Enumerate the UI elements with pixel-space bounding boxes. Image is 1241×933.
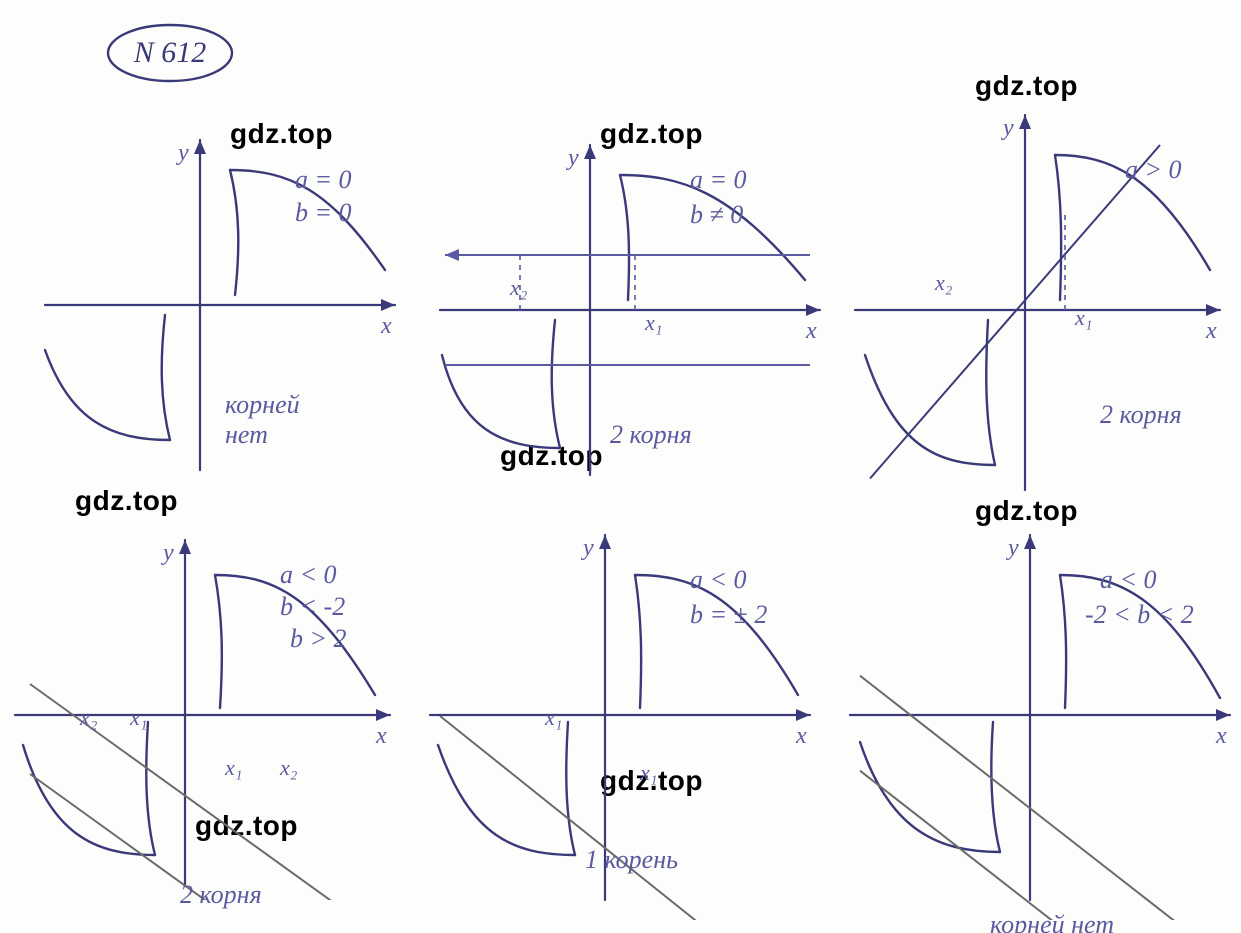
graph-g4-root-label: x₁ bbox=[130, 705, 147, 731]
graph-g4-svg: yx bbox=[5, 520, 405, 900]
x-axis-label: x bbox=[375, 723, 387, 749]
y-axis-label: y bbox=[176, 140, 189, 166]
graph-g3-root-label: x₂ bbox=[935, 270, 952, 296]
problem-number: N 612 bbox=[95, 18, 255, 88]
graph-g4-caption-line: 2 корня bbox=[180, 880, 262, 910]
graph-g1-svg: yx bbox=[30, 130, 410, 480]
x-axis-label: x bbox=[380, 313, 392, 339]
graph-g4-root-label: x₂ bbox=[80, 705, 97, 731]
graph-g1-condition: a = 0 bbox=[295, 165, 352, 195]
graph-g1-caption-line: нет bbox=[225, 420, 268, 450]
graph-g5-caption-line: 1 корень bbox=[585, 845, 678, 875]
graph-g1-condition: b = 0 bbox=[295, 198, 352, 228]
watermark: gdz.top bbox=[975, 70, 1078, 102]
x-axis-label: x bbox=[1215, 723, 1227, 749]
x-axis-label: x bbox=[795, 723, 807, 749]
problem-number-text: N 612 bbox=[133, 36, 207, 69]
graph-g4-condition: b > 2 bbox=[290, 624, 347, 654]
graph-g1-caption-line: корней bbox=[225, 390, 300, 420]
graph-g6: yx bbox=[845, 520, 1240, 920]
x-axis-label: x bbox=[1205, 318, 1217, 344]
graph-g2-caption-line: 2 корня bbox=[610, 420, 692, 450]
graph-g4-condition: a < 0 bbox=[280, 560, 337, 590]
graph-g4-condition: b < -2 bbox=[280, 592, 345, 622]
graph-g6-caption-line: корней нет bbox=[990, 910, 1114, 933]
y-axis-label: y bbox=[1001, 115, 1014, 141]
graph-g4-root-label: x₂ bbox=[280, 755, 297, 781]
graph-g2-root-label: x₂ bbox=[510, 275, 527, 301]
graph-g2-condition: a = 0 bbox=[690, 165, 747, 195]
graph-g3-caption-line: 2 корня bbox=[1100, 400, 1182, 430]
graph-g3-root-label: x₁ bbox=[1075, 305, 1092, 331]
y-axis-label: y bbox=[581, 535, 594, 561]
y-axis-label: y bbox=[566, 145, 579, 171]
graph-g4-root-label: x₁ bbox=[225, 755, 242, 781]
graph-g5-root-label: x₁ bbox=[640, 760, 657, 786]
graph-g6-condition: a < 0 bbox=[1100, 565, 1157, 595]
graph-g1: yx bbox=[30, 130, 410, 480]
graph-g6-condition: -2 < b < 2 bbox=[1085, 600, 1194, 630]
y-axis-label: y bbox=[1006, 535, 1019, 561]
graph-g2-root-label: x₁ bbox=[645, 310, 662, 336]
graph-g4: yx bbox=[5, 520, 405, 900]
graph-g5-condition: b = ± 2 bbox=[690, 600, 767, 630]
y-axis-label: y bbox=[161, 540, 174, 566]
graph-g2-condition: b ≠ 0 bbox=[690, 200, 743, 230]
graph-g5-root-label: x₁ bbox=[545, 705, 562, 731]
graph-g3-condition: a > 0 bbox=[1125, 155, 1182, 185]
watermark: gdz.top bbox=[75, 485, 178, 517]
graph-g5-condition: a < 0 bbox=[690, 565, 747, 595]
x-axis-label: x bbox=[805, 318, 817, 344]
graph-g6-svg: yx bbox=[845, 520, 1240, 920]
